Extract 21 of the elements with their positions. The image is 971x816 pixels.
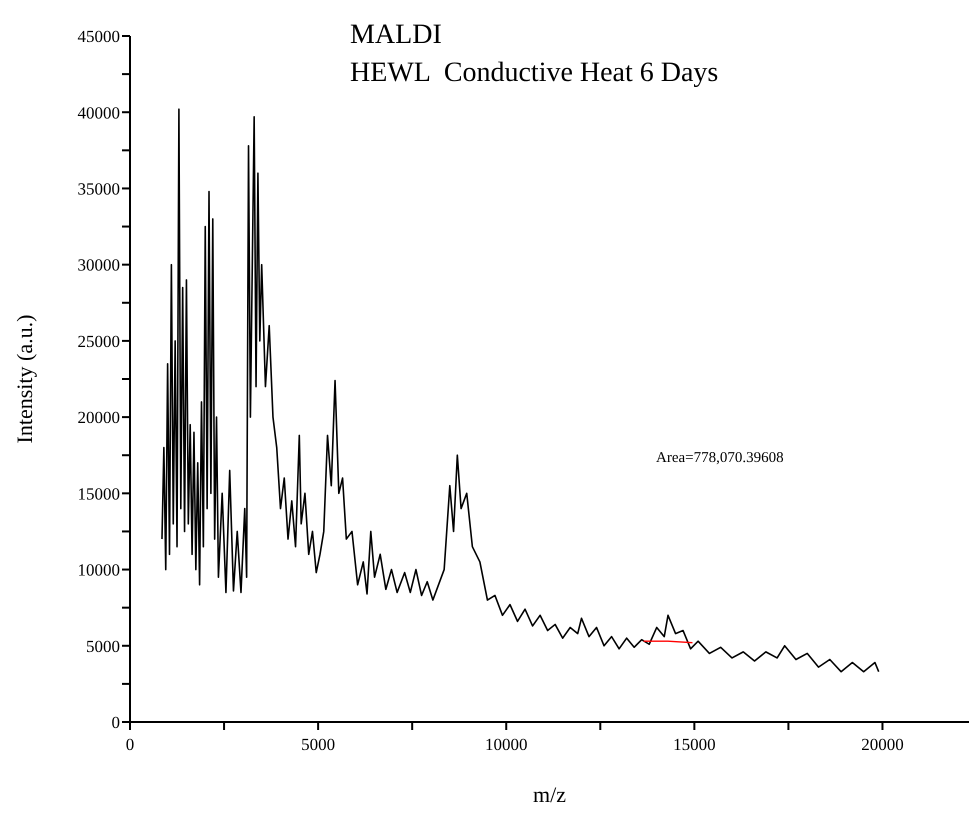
- x-tick-label: 5000: [301, 735, 336, 754]
- y-tick-label: 35000: [78, 179, 120, 198]
- y-tick-label: 40000: [78, 103, 120, 122]
- y-tick-label: 5000: [86, 636, 120, 656]
- y-tick-label: 15000: [78, 484, 120, 504]
- x-tick-label: 20000: [861, 735, 904, 754]
- y-tick-label: 25000: [78, 332, 120, 351]
- x-tick-label: 10000: [484, 735, 528, 754]
- chart-title: MALDI: [350, 18, 443, 52]
- line-series: [161, 108, 880, 672]
- x-axis-title: m/z: [533, 782, 566, 807]
- x-tick-label: 0: [126, 735, 134, 754]
- x-tick-label: 15000: [673, 735, 716, 754]
- y-tick-label: 30000: [78, 256, 120, 275]
- annotation: Area=778,070.39608: [656, 450, 784, 467]
- text: HEWL Conductive Heat 6 Days: [350, 56, 718, 90]
- y-axis-title: Intensity (a.u.): [12, 314, 37, 444]
- y-tick-label: 45000: [78, 27, 120, 46]
- y-tick-label: 20000: [78, 408, 120, 428]
- y-tick-label: 10000: [78, 560, 120, 580]
- y-tick-label: 0: [112, 713, 120, 732]
